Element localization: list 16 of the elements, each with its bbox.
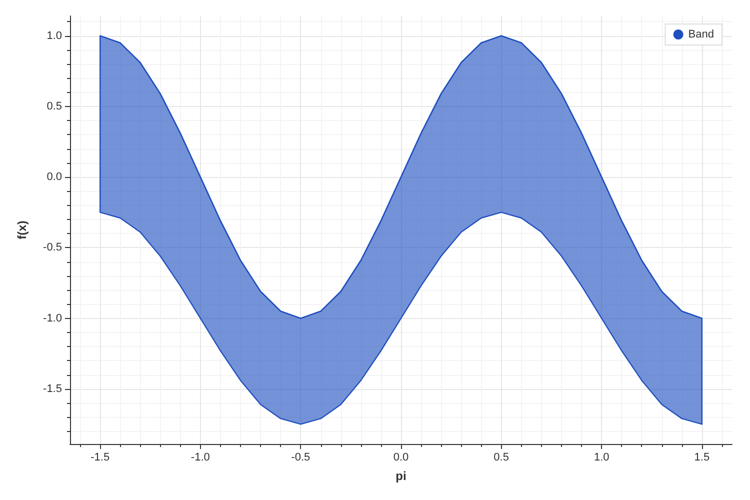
y-tick-label: -1.5 <box>43 382 62 395</box>
x-tick-label: -0.5 <box>291 452 310 464</box>
y-tick-label: -1.0 <box>43 312 62 324</box>
x-tick-label: 1.0 <box>594 452 610 464</box>
x-tick-label: -1.5 <box>90 452 110 464</box>
x-tick-label: 1.5 <box>694 452 710 464</box>
y-tick-label: 1.0 <box>46 30 62 42</box>
legend-label: Band <box>688 28 714 40</box>
y-axis-title: f(x) <box>15 220 29 240</box>
y-tick-label: 0.0 <box>46 171 62 184</box>
x-tick-label: -1.0 <box>190 452 210 464</box>
x-tick-label: 0.0 <box>393 452 409 464</box>
x-axis-title: pi <box>396 469 406 483</box>
y-tick-label: 0.5 <box>46 100 62 112</box>
y-tick-label: -0.5 <box>43 242 62 254</box>
x-tick-label: 0.5 <box>494 452 509 464</box>
